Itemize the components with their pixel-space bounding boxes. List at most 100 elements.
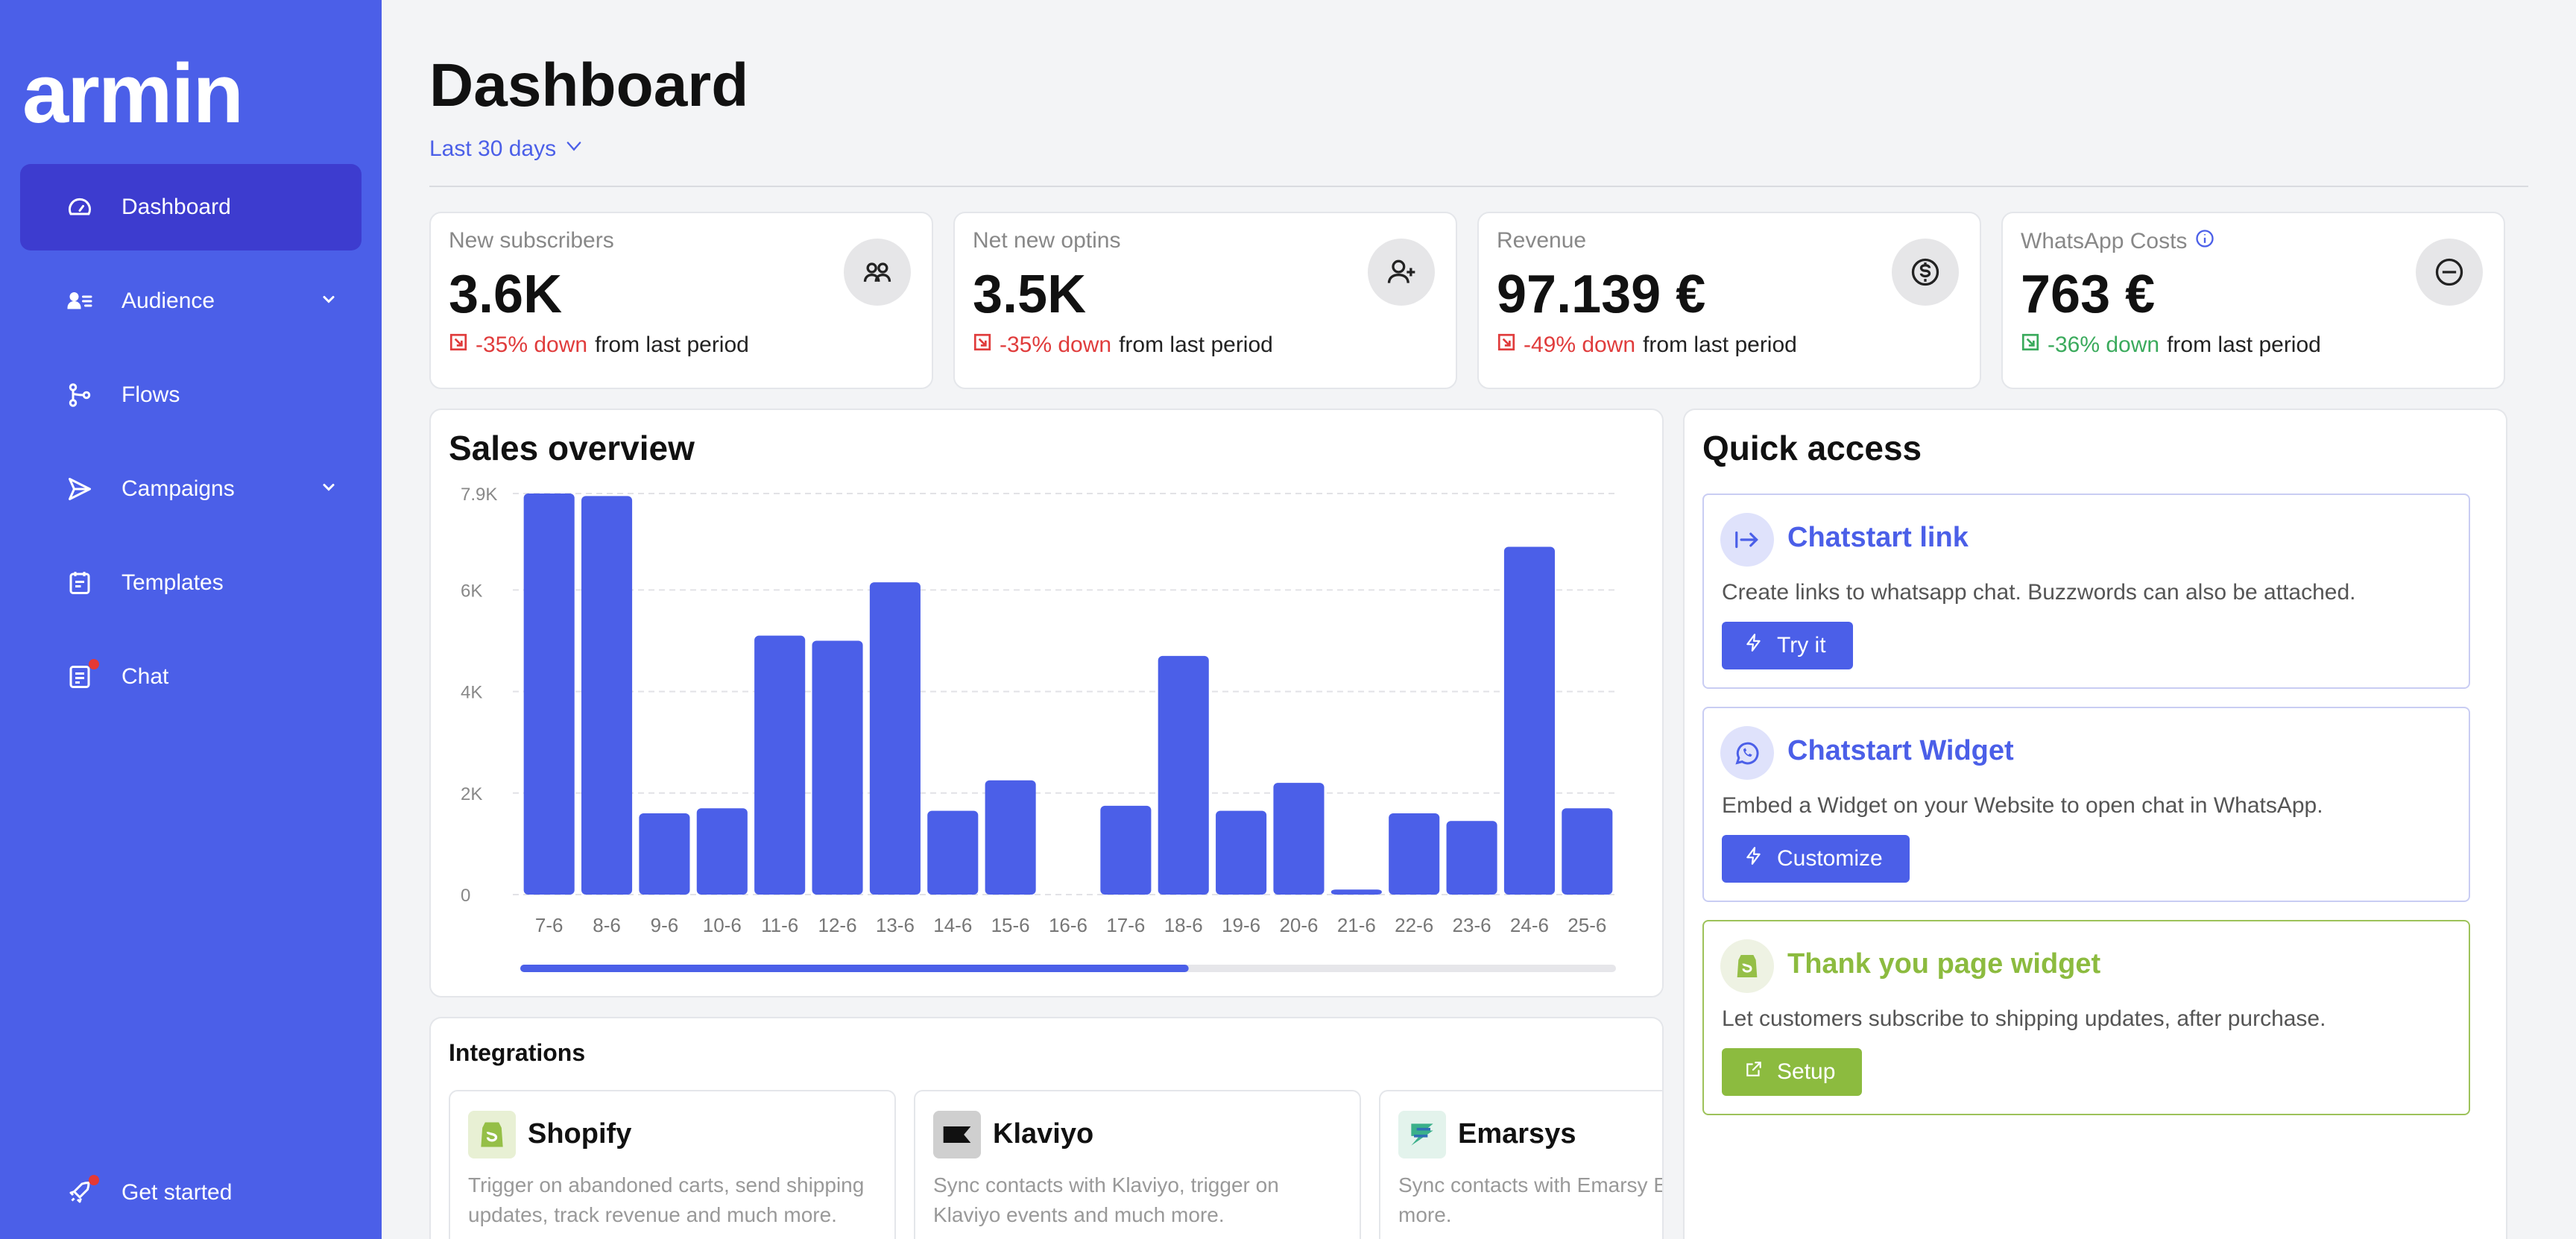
bar[interactable] [1389, 813, 1440, 895]
users-list-icon [65, 286, 95, 316]
stat-label: WhatsApp Costs [2021, 228, 2215, 255]
page-title: Dashboard [429, 51, 749, 119]
bar[interactable] [1503, 546, 1555, 895]
chevron-down-icon[interactable] [320, 479, 338, 500]
x-tick-label: 25-6 [1568, 914, 1606, 936]
y-tick-label: 7.9K [461, 485, 497, 505]
quick-access-item-desc: Create links to whatsapp chat. Buzzwords… [1722, 580, 2356, 605]
trend-down-icon [1497, 332, 1516, 358]
bar[interactable] [1100, 805, 1152, 895]
group-icon [844, 239, 911, 306]
bar[interactable] [754, 635, 806, 895]
trend-down-icon [2021, 332, 2040, 358]
trend-down-icon [449, 332, 468, 358]
bar[interactable] [927, 810, 979, 895]
integration-shopify[interactable]: Shopify Trigger on abandoned carts, send… [449, 1090, 896, 1239]
period-selector[interactable]: Last 30 days [429, 136, 584, 163]
bar[interactable] [581, 496, 633, 895]
integration-desc: Sync contacts with Emarsy Events and muc… [1398, 1173, 1662, 1226]
x-tick-label: 7-6 [535, 914, 564, 936]
quick-access-item-desc: Let customers subscribe to shipping upda… [1722, 1006, 2326, 1031]
sales-bar-chart: 0 2K 4K 6K 7.9K 7-6 8-6 9-6 10-6 11-6 12-6 13-6 14-6… [461, 485, 1616, 972]
bar[interactable] [1446, 821, 1497, 895]
quick-access-item-desc: Embed a Widget on your Website to open c… [1722, 793, 2323, 818]
customize-button[interactable]: Customize [1722, 835, 1910, 883]
integrations-card: Integrations Shopify Trigger on abandone… [429, 1017, 1664, 1239]
info-icon[interactable] [2194, 228, 2215, 255]
stat-label: Revenue [1497, 228, 1587, 253]
bar[interactable] [1273, 783, 1325, 895]
chart-scrollbar-thumb[interactable] [520, 965, 1189, 972]
quick-access-title: Quick access [1702, 429, 1922, 467]
try-it-button[interactable]: Try it [1722, 622, 1853, 669]
sidebar-nav: Dashboard Audience Flows Campaigns [20, 164, 362, 728]
stat-card-whatsapp-costs: WhatsApp Costs 763 € -36% down from last … [2001, 212, 2505, 389]
chevron-down-icon [564, 136, 584, 163]
bar[interactable] [523, 494, 575, 895]
main-content: Dashboard Last 30 days New subscribers 3… [382, 0, 2576, 1239]
x-tick-label: 19-6 [1222, 914, 1260, 936]
stat-value: 97.139 € [1497, 265, 1706, 324]
bar[interactable] [639, 813, 690, 895]
stat-change: -35% down from last period [449, 332, 749, 358]
user-add-icon [1368, 239, 1435, 306]
x-tick-label: 14-6 [933, 914, 972, 936]
stat-card-new-subscribers: New subscribers 3.6K -35% down from last … [429, 212, 933, 389]
quick-access-item-title[interactable]: Chatstart Widget [1787, 735, 2014, 766]
x-tick-label: 9-6 [651, 914, 679, 936]
bolt-icon [1744, 633, 1764, 658]
stat-change: -36% down from last period [2021, 332, 2321, 358]
stat-label: New subscribers [449, 228, 614, 253]
x-tick-label: 21-6 [1337, 914, 1376, 936]
integration-emarsys[interactable]: Emarsys Sync contacts with Emarsy Events… [1379, 1090, 1662, 1239]
sidebar-item-templates[interactable]: Templates [20, 540, 362, 626]
send-icon [65, 474, 95, 504]
quick-access-item-title[interactable]: Chatstart link [1787, 522, 1969, 553]
sidebar-item-campaigns[interactable]: Campaigns [20, 446, 362, 532]
brand-logo[interactable]: armin [22, 47, 244, 140]
klaviyo-logo-icon [933, 1111, 981, 1158]
x-tick-label: 16-6 [1049, 914, 1087, 936]
x-tick-label: 8-6 [593, 914, 621, 936]
get-started-link[interactable]: Get started [65, 1175, 233, 1208]
bar[interactable] [1562, 808, 1613, 895]
bar[interactable] [812, 640, 863, 895]
chevron-down-icon[interactable] [320, 291, 338, 312]
sidebar-item-flows[interactable]: Flows [20, 352, 362, 438]
bar[interactable] [696, 808, 748, 895]
clipboard-icon [65, 568, 95, 598]
notification-badge [89, 659, 99, 669]
bar[interactable] [1158, 655, 1209, 895]
arrow-right-bar-icon [1720, 513, 1774, 567]
quick-access-item-title[interactable]: Thank you page widget [1787, 948, 2101, 980]
y-tick-label: 0 [461, 886, 470, 906]
x-tick-label: 15-6 [991, 914, 1030, 936]
integration-klaviyo[interactable]: Klaviyo Sync contacts with Klaviyo, trig… [914, 1090, 1361, 1239]
quick-access-card: Quick access Chatstart link Create links… [1683, 409, 2507, 1239]
x-tick-label: 12-6 [818, 914, 857, 936]
bar[interactable] [985, 780, 1036, 895]
get-started-label: Get started [121, 1180, 233, 1205]
notification-badge [89, 1175, 99, 1185]
x-tick-label: 18-6 [1164, 914, 1203, 936]
sidebar-item-label: Audience [121, 289, 215, 313]
x-tick-label: 13-6 [876, 914, 915, 936]
minus-circle-icon [2416, 239, 2483, 306]
x-tick-label: 20-6 [1279, 914, 1318, 936]
sidebar-item-label: Templates [121, 570, 224, 595]
stat-value: 3.6K [449, 265, 563, 324]
setup-button[interactable]: Setup [1722, 1048, 1863, 1096]
sidebar-item-chat[interactable]: Chat [20, 634, 362, 720]
whatsapp-icon [1720, 726, 1774, 780]
stat-change: -49% down from last period [1497, 332, 1797, 358]
chat-doc-icon [65, 659, 99, 692]
sidebar-item-audience[interactable]: Audience [20, 258, 362, 344]
bar[interactable] [1216, 810, 1267, 895]
sidebar-item-dashboard[interactable]: Dashboard [20, 164, 362, 250]
stat-card-net-new-optins: Net new optins 3.5K -35% down from last p… [953, 212, 1457, 389]
bar[interactable] [1330, 889, 1382, 895]
bar[interactable] [869, 582, 921, 895]
bolt-icon [1744, 846, 1764, 871]
quick-access-thank-you-widget: Thank you page widget Let customers subs… [1702, 920, 2470, 1115]
integration-name: Klaviyo [993, 1118, 1094, 1150]
